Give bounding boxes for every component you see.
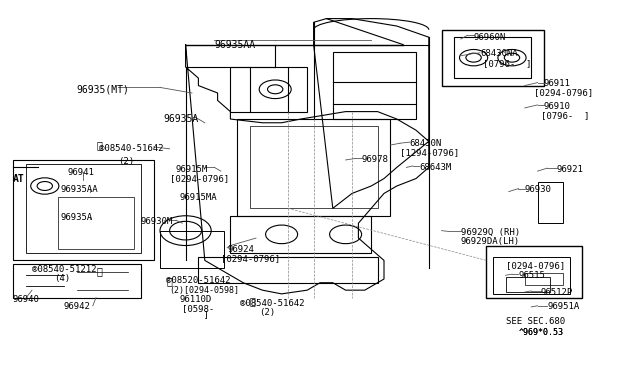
Text: SEE SEC.680: SEE SEC.680 (506, 317, 564, 326)
Text: 96924: 96924 (227, 245, 254, 254)
Text: (2): (2) (118, 157, 134, 166)
Text: 68643M: 68643M (419, 163, 451, 172)
Bar (454, 37, 531, 78)
Text: (2)[0294-0598]: (2)[0294-0598] (170, 286, 239, 295)
Text: 96930M: 96930M (141, 217, 173, 226)
Text: ®08540-51642: ®08540-51642 (99, 144, 164, 153)
Text: [0294-0796]: [0294-0796] (506, 262, 564, 270)
Text: ®08520-51642: ®08520-51642 (166, 276, 231, 285)
Text: 96941: 96941 (67, 169, 94, 177)
Text: 96110D: 96110D (179, 295, 211, 304)
Text: 96515: 96515 (518, 271, 545, 280)
Text: 96911: 96911 (544, 79, 571, 88)
Text: ^969*0.53: ^969*0.53 (518, 328, 563, 337)
Text: (4): (4) (54, 275, 70, 283)
Text: 96935A: 96935A (163, 114, 198, 124)
Text: [0796-  ]: [0796- ] (483, 59, 532, 68)
Text: Ⓢ: Ⓢ (96, 267, 102, 276)
Text: Ⓢ: Ⓢ (166, 276, 173, 286)
Bar (525, 273, 563, 285)
Bar (486, 246, 582, 298)
Text: 96929Q (RH): 96929Q (RH) (461, 228, 520, 237)
Text: 96940: 96940 (13, 295, 40, 304)
Bar (230, 216, 371, 253)
Text: 96960N: 96960N (474, 33, 506, 42)
Text: 96929DA(LH): 96929DA(LH) (461, 237, 520, 246)
Text: ]: ] (182, 310, 209, 319)
Text: 96935AA: 96935AA (214, 40, 255, 49)
Text: 96910: 96910 (544, 102, 571, 110)
Text: 96978: 96978 (362, 155, 388, 164)
Text: Ⓢ: Ⓢ (96, 140, 102, 150)
Text: [0294-0796]: [0294-0796] (534, 89, 593, 97)
Text: 96915MA: 96915MA (179, 193, 217, 202)
Text: 96512P: 96512P (541, 288, 573, 296)
Text: 68430N: 68430N (410, 139, 442, 148)
Text: 96935AA: 96935AA (61, 185, 99, 194)
Bar (13, 264, 141, 298)
Text: Ⓢ: Ⓢ (250, 296, 256, 306)
Text: ®08540-51642: ®08540-51642 (240, 299, 305, 308)
Bar (58, 197, 134, 249)
Text: [0598-: [0598- (182, 304, 214, 313)
Text: [0294-0796]: [0294-0796] (170, 174, 228, 183)
Text: (2): (2) (259, 308, 275, 317)
Text: 96921: 96921 (557, 165, 584, 174)
Bar (442, 30, 544, 86)
Text: [0294-0796]: [0294-0796] (221, 254, 280, 263)
Bar (26, 164, 141, 253)
Bar (333, 52, 416, 119)
Bar (198, 257, 378, 283)
Bar (506, 277, 550, 292)
Text: AT: AT (13, 174, 24, 183)
Text: 96942: 96942 (64, 302, 91, 311)
Text: 96915M: 96915M (176, 165, 208, 174)
Text: ®08540-51212: ®08540-51212 (32, 265, 97, 274)
Text: 96935A: 96935A (61, 213, 93, 222)
Bar (538, 182, 563, 223)
Text: ^969*0.53: ^969*0.53 (518, 328, 563, 337)
Bar (250, 126, 378, 208)
Bar (493, 257, 570, 294)
Text: 68430NA: 68430NA (480, 49, 518, 58)
Bar (237, 119, 390, 216)
Text: 96951A: 96951A (547, 302, 579, 311)
Text: [1294-0796]: [1294-0796] (400, 148, 459, 157)
Text: [0796-  ]: [0796- ] (541, 111, 589, 120)
Text: 96930: 96930 (525, 185, 552, 194)
Bar (13, 160, 154, 260)
Text: 96935(MT): 96935(MT) (77, 84, 130, 94)
Bar (160, 231, 224, 268)
Bar (230, 67, 307, 112)
